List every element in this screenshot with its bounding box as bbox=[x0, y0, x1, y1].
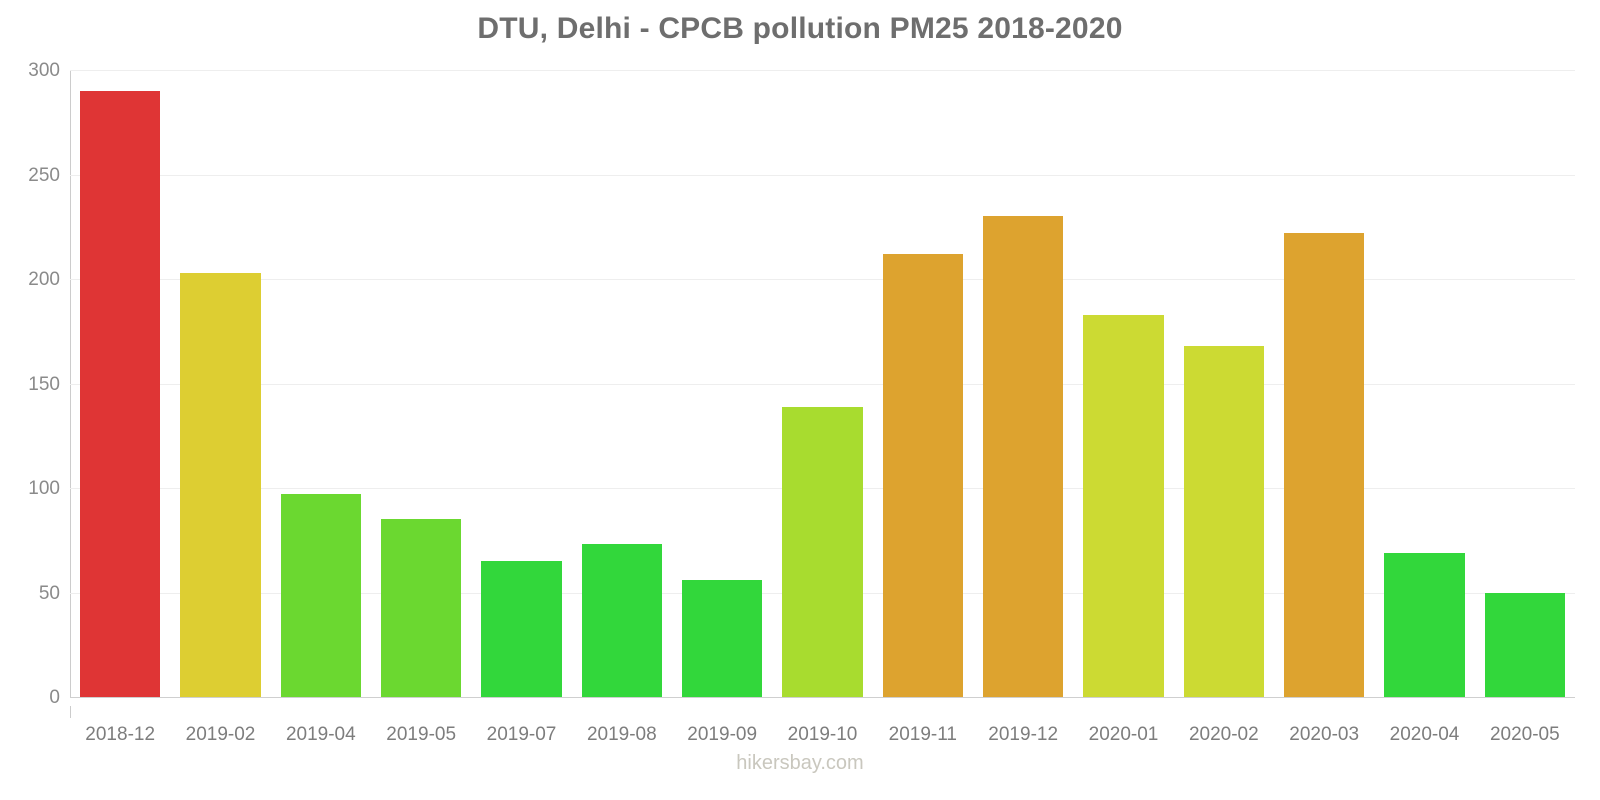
x-axis-tick-label: 2019-12 bbox=[988, 724, 1059, 745]
x-axis-tick-label: 2019-05 bbox=[386, 724, 457, 745]
x-axis-tick-label: 2019-08 bbox=[586, 724, 657, 745]
bar[interactable] bbox=[882, 253, 963, 697]
bar[interactable] bbox=[280, 494, 361, 697]
x-axis-tick-label: 2020-05 bbox=[1489, 724, 1560, 745]
bar[interactable] bbox=[481, 561, 562, 697]
x-axis-tick-label: 2019-10 bbox=[787, 724, 858, 745]
x-axis-tick-label: 2019-02 bbox=[185, 724, 256, 745]
x-axis-tick-label: 2019-07 bbox=[486, 724, 557, 745]
gridline bbox=[70, 383, 1575, 385]
bar[interactable] bbox=[682, 579, 763, 697]
x-axis-labels: 2018-12 2019-02 2019-04 2019-05 2019-07 2019-… bbox=[70, 706, 1575, 746]
x-axis-tick-label: 2019-11 bbox=[888, 724, 957, 745]
gridline bbox=[70, 697, 1575, 698]
bar[interactable] bbox=[180, 272, 261, 697]
x-axis-tick-label: 2020-02 bbox=[1188, 724, 1259, 745]
gridline bbox=[70, 279, 1575, 280]
bar[interactable] bbox=[581, 544, 662, 697]
bar[interactable] bbox=[1384, 552, 1465, 697]
y-axis-tick-label: 50 bbox=[38, 582, 60, 604]
bar[interactable] bbox=[1284, 233, 1365, 697]
bar[interactable] bbox=[782, 406, 863, 697]
x-axis-tick bbox=[70, 706, 71, 718]
y-axis-tick-label: 0 bbox=[49, 687, 60, 708]
footer-source: hikersbay.com bbox=[736, 752, 864, 774]
bar-series bbox=[70, 70, 1575, 697]
y-axis-tick-label: 300 bbox=[28, 60, 60, 81]
y-axis-tick-label: 100 bbox=[28, 478, 60, 499]
x-axis-tick-label: 2019-04 bbox=[285, 724, 356, 745]
gridline bbox=[70, 70, 1575, 71]
x-axis-tick-label: 2020-04 bbox=[1389, 724, 1460, 745]
bar[interactable] bbox=[1183, 345, 1264, 697]
x-axis-tick-label: 2020-03 bbox=[1289, 724, 1360, 745]
page-title: DTU, Delhi - CPCB pollution PM25 2018-20… bbox=[477, 12, 1123, 45]
bar[interactable] bbox=[381, 519, 462, 697]
y-axis-tick-label: 250 bbox=[28, 164, 60, 186]
plot-area: 0 50 100 150 200 250 300 bbox=[28, 61, 1575, 707]
gridline bbox=[70, 174, 1575, 176]
x-axis-tick-label: 2018-12 bbox=[85, 724, 156, 745]
bar[interactable] bbox=[983, 216, 1064, 697]
y-axis-tick-label: 150 bbox=[28, 373, 60, 395]
bar[interactable] bbox=[1484, 592, 1565, 697]
bar[interactable] bbox=[80, 90, 161, 697]
x-axis-tick-label: 2019-09 bbox=[687, 724, 758, 745]
bar[interactable] bbox=[1083, 314, 1164, 697]
y-axis-tick-label: 200 bbox=[28, 269, 60, 290]
x-axis-tick-label: 2020-01 bbox=[1088, 724, 1159, 745]
